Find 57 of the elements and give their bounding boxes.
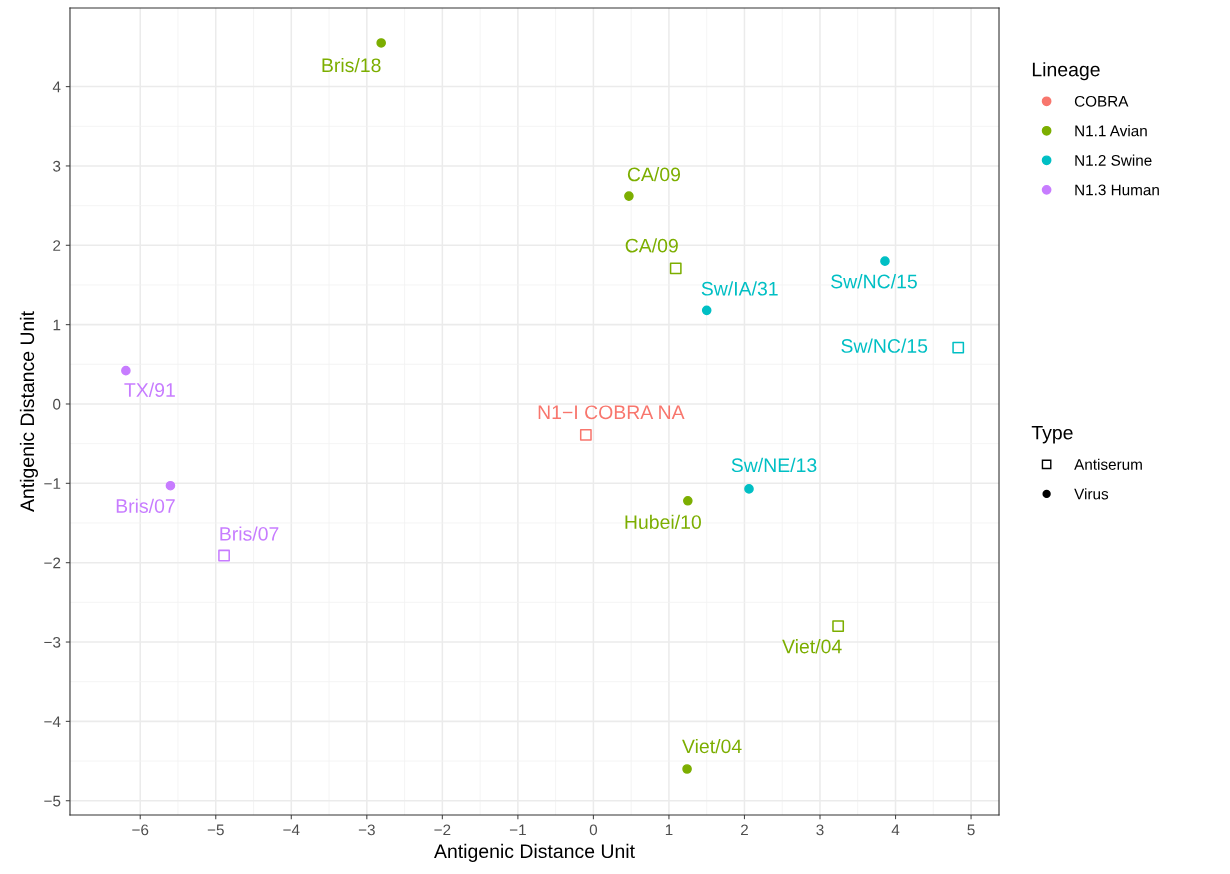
point <box>218 549 230 562</box>
point <box>121 365 131 376</box>
x-tick-label: −2 <box>434 824 451 836</box>
x-tick-label: −5 <box>207 824 224 836</box>
point <box>165 480 176 491</box>
y-tick-label: −3 <box>44 636 61 648</box>
legend-label: COBRA <box>1074 95 1129 107</box>
annotation: Sw/NE/13 <box>731 457 817 473</box>
x-axis-title: Antigenic Distance Unit <box>434 843 635 862</box>
y-tick-label: 1 <box>53 319 61 331</box>
annotation: Bris/07 <box>116 498 175 513</box>
x-tick-label: 3 <box>816 824 824 836</box>
x-tick-label: 1 <box>665 824 673 836</box>
y-tick-label: 0 <box>53 398 61 410</box>
point <box>880 256 890 266</box>
x-tick-label: 5 <box>967 824 975 836</box>
annotation: Sw/IA/31 <box>701 281 778 296</box>
annotation: N1−I COBRA NA <box>538 405 685 420</box>
x-tick-label: −4 <box>283 824 300 836</box>
point <box>624 191 634 201</box>
annotation: Viet/04 <box>782 639 842 654</box>
annotation: Hubei/10 <box>625 514 701 530</box>
legend-label: N1.1 Avian <box>1075 125 1147 137</box>
x-tick-label: −6 <box>132 824 149 836</box>
y-tick-label: −4 <box>44 716 61 727</box>
y-axis-title: Antigenic Distance Unit <box>19 311 38 512</box>
annotation: Bris/07 <box>220 526 279 541</box>
x-tick-label: 4 <box>891 824 900 836</box>
legend-label: N1.2 Swine <box>1075 154 1152 166</box>
point <box>579 429 592 441</box>
annotation: CA/09 <box>627 167 681 182</box>
point <box>682 764 692 774</box>
annotation: CA/09 <box>625 238 678 253</box>
annotation: Viet/04 <box>682 738 742 754</box>
annotation: Sw/NC/15 <box>841 338 928 353</box>
y-tick-label: −5 <box>44 795 61 807</box>
x-tick-label: 0 <box>589 824 598 836</box>
annotation: Bris/18 <box>322 57 381 73</box>
point <box>744 484 754 494</box>
y-tick-label: 3 <box>53 160 61 172</box>
point <box>701 305 712 316</box>
legend-label: N1.3 Human <box>1075 184 1159 196</box>
x-tick-label: −3 <box>358 824 375 836</box>
y-tick-label: −2 <box>44 557 61 569</box>
y-tick-label: −1 <box>44 478 61 489</box>
annotation: Sw/NC/15 <box>831 274 917 289</box>
point <box>683 495 693 506</box>
text: Lineage <box>1032 62 1100 81</box>
point <box>376 38 386 48</box>
y-tick-label: 2 <box>53 240 61 251</box>
x-tick-label: −1 <box>509 824 526 836</box>
annotation: TX/91 <box>124 382 175 397</box>
y-tick-label: 4 <box>52 81 61 93</box>
legend-label: Virus <box>1074 488 1109 500</box>
legend-label: Antiserum <box>1074 458 1142 470</box>
text: Type <box>1031 425 1073 444</box>
x-tick-label: 2 <box>740 824 748 836</box>
